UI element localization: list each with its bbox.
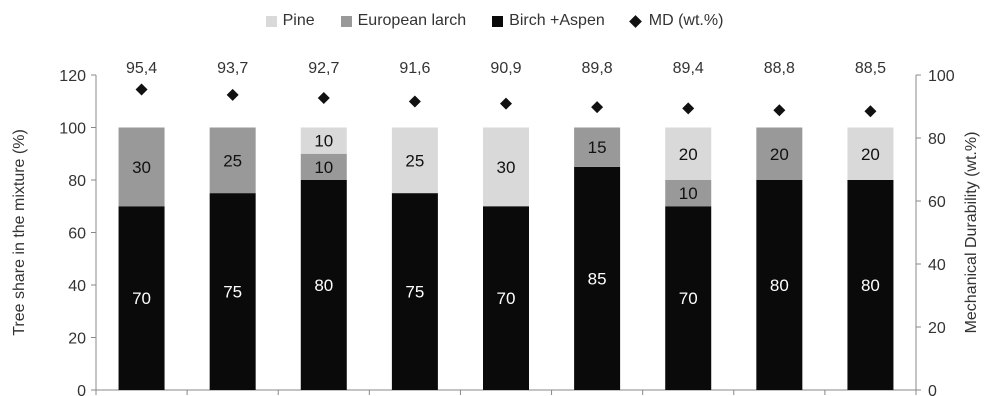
right-y-tick-label: 80 xyxy=(928,131,946,148)
md-point-marker xyxy=(773,104,786,117)
right-y-tick-label: 60 xyxy=(928,194,946,211)
bar-segment-larch xyxy=(756,127,803,180)
md-data-label: 92,7 xyxy=(308,60,339,77)
md-point-marker xyxy=(135,83,148,96)
bar-segment-birch xyxy=(483,206,529,390)
bar-segment-pine xyxy=(300,127,347,154)
legend-label-birch: Birch +Aspen xyxy=(509,12,605,29)
bar-data-label-birch: 80 xyxy=(861,276,880,295)
legend-label-pine: Pine xyxy=(282,12,315,29)
right-y-tick-label: 40 xyxy=(928,257,946,274)
bar-data-label-pine: 20 xyxy=(861,145,880,164)
bar-segment-birch xyxy=(391,193,438,390)
left-y-tick-label: 40 xyxy=(68,278,86,295)
right-y-tick-label: 100 xyxy=(928,68,955,85)
bar-data-label-birch: 85 xyxy=(588,269,607,288)
bar-data-label-birch: 70 xyxy=(132,289,151,308)
bar-data-label-pine: 20 xyxy=(679,145,698,164)
md-data-label: 89,4 xyxy=(673,60,704,77)
bar-data-label-pine: 25 xyxy=(405,151,424,170)
right-axis-title: Mechanical Durability (wt.%) xyxy=(963,132,980,334)
md-point-marker xyxy=(591,101,604,114)
bar-data-label-birch: 70 xyxy=(679,289,698,308)
bar-data-label-larch: 10 xyxy=(679,184,698,203)
bar-data-label-larch: 10 xyxy=(314,158,333,177)
md-point-marker xyxy=(226,88,239,101)
bar-data-label-birch: 75 xyxy=(405,283,424,302)
md-data-label: 88,5 xyxy=(855,60,886,77)
left-y-tick-label: 0 xyxy=(77,383,86,396)
bar-segment-birch xyxy=(847,180,894,390)
bar-segment-larch xyxy=(665,180,712,207)
md-data-label: 93,7 xyxy=(217,60,248,77)
bar-data-label-pine: 30 xyxy=(497,158,516,177)
md-data-label: 90,9 xyxy=(490,60,521,77)
bar-segment-larch xyxy=(300,153,347,180)
md-data-label: 89,8 xyxy=(582,60,613,77)
md-data-label: 95,4 xyxy=(126,60,157,77)
md-point-marker xyxy=(500,97,512,110)
bar-data-label-birch: 70 xyxy=(497,289,516,308)
chart-legend: Pine European larch Birch +Aspen MD (wt.… xyxy=(0,8,989,34)
left-y-tick-label: 60 xyxy=(68,226,86,243)
md-point-marker xyxy=(864,105,877,118)
bar-segment-birch xyxy=(300,180,347,390)
md-data-label: 88,8 xyxy=(764,60,795,77)
bar-data-label-larch: 30 xyxy=(132,158,151,177)
md-point-marker xyxy=(408,95,421,108)
left-y-tick-label: 100 xyxy=(59,121,86,138)
bar-data-label-pine: 10 xyxy=(314,132,333,151)
bar-data-label-larch: 20 xyxy=(770,145,789,164)
bar-data-label-larch: 25 xyxy=(223,151,242,170)
bar-segment-larch xyxy=(209,127,256,194)
bar-segment-larch xyxy=(118,127,165,207)
bar-segment-pine xyxy=(483,127,529,207)
right-y-tick-label: 20 xyxy=(928,320,946,337)
legend-swatch-birch xyxy=(492,15,504,27)
right-y-tick-label: 0 xyxy=(928,383,937,396)
bar-data-label-birch: 75 xyxy=(223,283,242,302)
bar-data-label-larch: 15 xyxy=(588,138,607,157)
bar-segment-pine xyxy=(847,127,894,180)
left-axis-title: Tree share in the mixture (%) xyxy=(11,129,28,336)
legend-swatch-larch xyxy=(340,15,352,27)
legend-label-md: MD (wt.%) xyxy=(648,12,724,29)
legend-swatch-pine xyxy=(265,15,277,27)
bar-segment-birch xyxy=(118,206,165,390)
bar-segment-pine xyxy=(391,127,438,194)
legend-item-larch: European larch xyxy=(340,12,467,30)
bar-segment-larch xyxy=(574,127,621,167)
left-y-tick-label: 120 xyxy=(59,68,86,85)
legend-item-md: MD (wt.%) xyxy=(628,12,724,30)
bar-segment-birch xyxy=(209,193,256,390)
md-data-label: 91,6 xyxy=(399,60,430,77)
left-y-tick-label: 80 xyxy=(68,173,86,190)
md-point-marker xyxy=(682,102,695,115)
bar-segment-birch xyxy=(665,206,712,390)
bar-data-label-birch: 80 xyxy=(770,276,789,295)
bar-segment-birch xyxy=(574,166,621,390)
md-point-marker xyxy=(317,91,330,104)
legend-item-birch: Birch +Aspen xyxy=(492,12,605,30)
legend-item-pine: Pine xyxy=(265,12,315,30)
left-y-tick-label: 20 xyxy=(68,331,86,348)
bar-segment-pine xyxy=(665,127,712,180)
bar-segment-birch xyxy=(756,180,803,390)
legend-label-larch: European larch xyxy=(357,12,467,29)
bar-data-label-birch: 80 xyxy=(314,276,333,295)
